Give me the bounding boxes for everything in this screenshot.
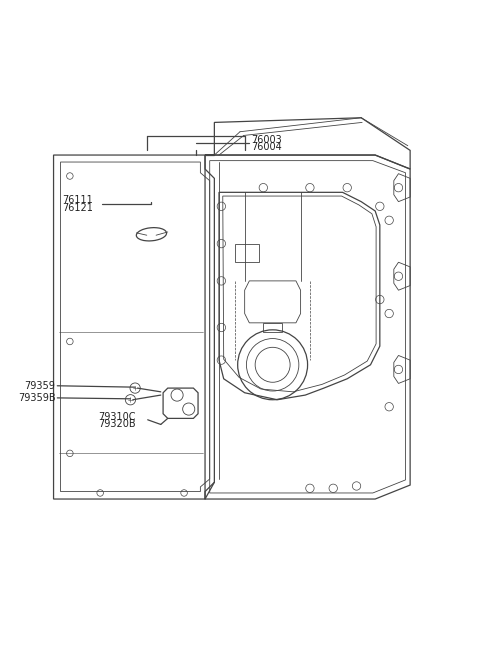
Text: 76121: 76121 [62, 202, 93, 213]
Text: 79359B: 79359B [19, 393, 56, 403]
Text: 76004: 76004 [252, 142, 282, 152]
Text: 79310C: 79310C [98, 412, 135, 422]
Text: 76111: 76111 [62, 195, 93, 205]
Text: 79359: 79359 [24, 381, 56, 391]
Text: 76003: 76003 [252, 135, 282, 145]
Text: 79320B: 79320B [98, 419, 135, 430]
